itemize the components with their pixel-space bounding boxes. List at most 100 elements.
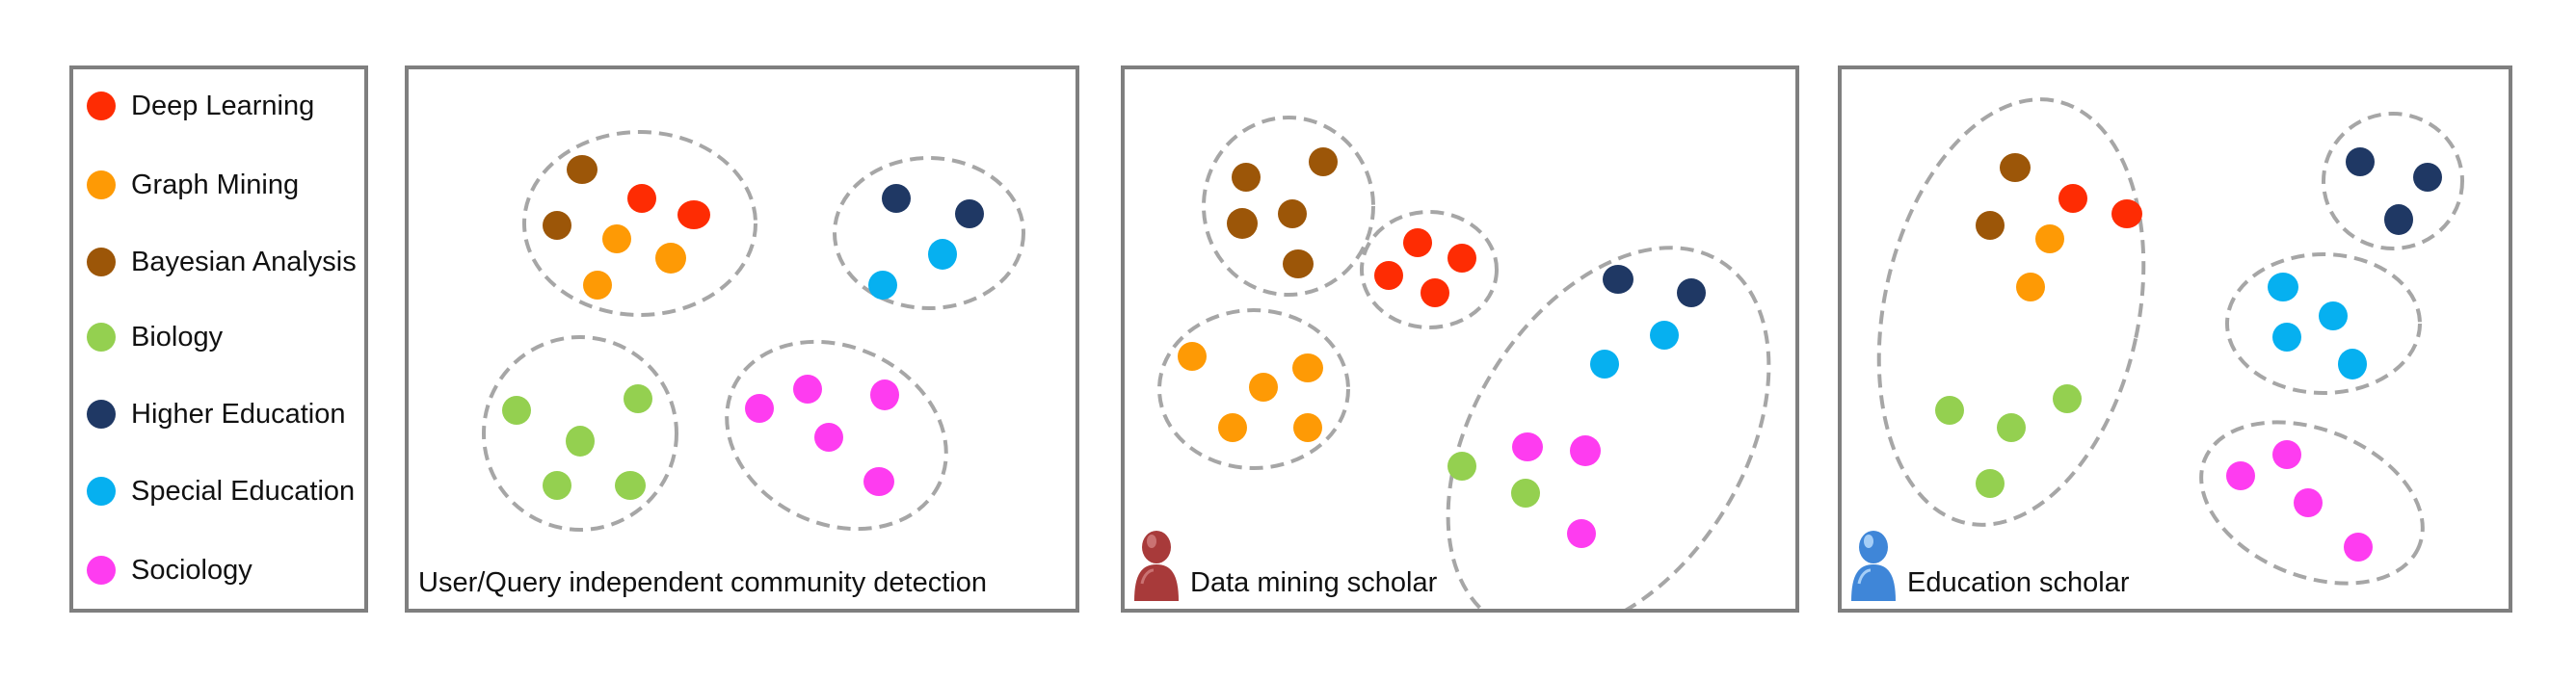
node-bayesian [1283, 249, 1314, 278]
node-deep-learning [1421, 278, 1449, 307]
legend-label: Graph Mining [131, 169, 300, 200]
node-graph-mining [1178, 342, 1207, 371]
legend-label: Sociology [131, 554, 252, 586]
node-higher-education [1603, 265, 1633, 294]
community-panel-independent: User/Query independent community detecti… [405, 65, 1079, 613]
node-biology [502, 396, 531, 425]
legend-item-biology: Biology [87, 318, 223, 356]
legend-dot [87, 248, 116, 276]
node-sociology [2272, 440, 2301, 469]
node-deep-learning [677, 200, 710, 229]
panel-caption: Data mining scholar [1190, 567, 1438, 598]
cluster-outline [2322, 112, 2464, 250]
node-higher-education [2384, 204, 2413, 235]
cluster-outline [1876, 97, 2146, 527]
legend-item-bayesian-analysis: Bayesian Analysis [87, 243, 357, 281]
node-higher-education [955, 199, 984, 228]
node-biology [1976, 469, 2005, 498]
node-higher-education [882, 184, 911, 213]
node-bayesian [1309, 147, 1338, 176]
node-biology [1447, 452, 1476, 481]
node-biology [543, 471, 571, 500]
cluster-outline [2225, 252, 2422, 395]
node-sociology [745, 394, 774, 423]
node-bayesian [567, 155, 598, 184]
cluster-outline [482, 335, 678, 532]
legend-label: Biology [131, 321, 224, 353]
cluster-outline [1360, 210, 1499, 329]
cluster-outline [522, 130, 757, 317]
community-panel-data-mining-scholar: Data mining scholar [1121, 65, 1799, 613]
node-sociology [2344, 533, 2373, 562]
node-higher-education [2413, 163, 2442, 192]
node-special-education [2268, 273, 2298, 301]
node-graph-mining [655, 243, 686, 274]
community-graph [1876, 97, 2464, 586]
node-graph-mining [2016, 273, 2045, 301]
node-graph-mining [1218, 413, 1247, 442]
node-biology [1511, 479, 1540, 508]
node-higher-education [1677, 278, 1706, 307]
cluster-outline [1202, 116, 1375, 297]
node-graph-mining [1249, 373, 1278, 402]
legend-item-graph-mining: Graph Mining [87, 166, 299, 204]
legend-label: Special Education [131, 475, 356, 507]
cluster-outline [2199, 420, 2425, 586]
node-special-education [2338, 349, 2367, 379]
node-biology [1997, 413, 2026, 442]
node-special-education [1650, 321, 1679, 350]
node-sociology [863, 467, 894, 496]
node-sociology [870, 379, 899, 410]
node-deep-learning [627, 184, 656, 213]
node-special-education [2272, 323, 2301, 352]
node-special-education [2319, 301, 2348, 330]
cluster-outline [1446, 246, 1771, 609]
legend-item-special-education: Special Education [87, 472, 355, 510]
node-graph-mining [1292, 353, 1323, 382]
node-sociology [793, 375, 822, 404]
legend-item-higher-education: Higher Education [87, 395, 345, 433]
node-biology [624, 384, 652, 413]
cluster-outline [833, 156, 1025, 310]
node-bayesian [1976, 211, 2005, 240]
cluster-outline [1157, 308, 1350, 470]
node-deep-learning [2058, 184, 2087, 213]
node-sociology [814, 423, 843, 452]
legend-item-sociology: Sociology [87, 551, 252, 589]
node-graph-mining [2035, 224, 2064, 253]
node-bayesian [1227, 208, 1258, 239]
legend-dot [87, 323, 116, 352]
legend-label: Bayesian Analysis [131, 246, 357, 277]
legend-dot [87, 477, 116, 506]
node-bayesian [1232, 163, 1261, 192]
node-bayesian [543, 211, 571, 240]
node-sociology [1570, 435, 1601, 466]
legend-dot [87, 556, 116, 585]
cluster-outline [725, 339, 948, 532]
node-biology [1935, 396, 1964, 425]
node-deep-learning [2111, 199, 2142, 228]
panel-caption: Education scholar [1907, 567, 2130, 598]
red-person-icon [1134, 531, 1179, 601]
node-deep-learning [1403, 228, 1432, 257]
legend-panel: Deep Learning Graph Mining Bayesian Anal… [69, 65, 368, 613]
node-biology [566, 426, 595, 457]
node-sociology [1512, 432, 1543, 461]
community-graph [482, 130, 1025, 532]
legend-dot [87, 170, 116, 199]
node-biology [2053, 384, 2082, 413]
node-special-education [928, 239, 957, 270]
node-sociology [2226, 461, 2255, 490]
node-graph-mining [602, 224, 631, 253]
node-sociology [2294, 488, 2323, 517]
community-graph [1157, 116, 1771, 609]
blue-person-icon [1851, 531, 1896, 601]
node-higher-education [2346, 147, 2375, 176]
legend-dot [87, 400, 116, 429]
legend-label: Deep Learning [131, 90, 315, 121]
node-biology [615, 471, 646, 500]
community-panel-education-scholar: Education scholar [1838, 65, 2512, 613]
panel-caption: User/Query independent community detecti… [418, 567, 987, 598]
node-graph-mining [583, 271, 612, 300]
node-sociology [1567, 519, 1596, 548]
